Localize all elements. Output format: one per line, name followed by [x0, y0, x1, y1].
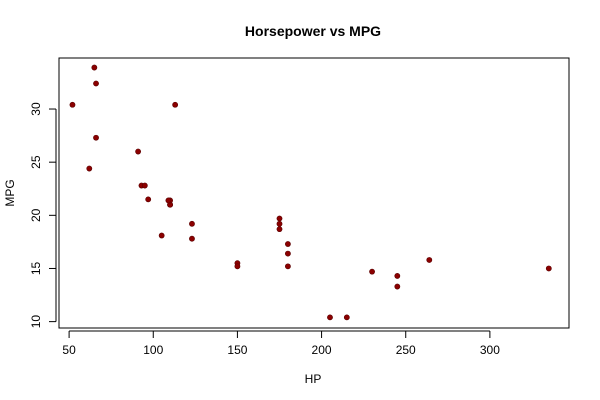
data-point	[93, 134, 99, 141]
plot-frame	[58, 57, 570, 329]
data-point	[189, 235, 195, 242]
data-point	[141, 182, 148, 189]
data-point	[91, 64, 98, 71]
data-point	[276, 220, 283, 227]
data-point	[135, 148, 142, 155]
data-point	[285, 241, 291, 247]
data-points	[69, 64, 552, 321]
data-point	[69, 101, 76, 108]
data-point	[158, 232, 165, 239]
y-axis-label: MPG	[3, 179, 17, 206]
data-point	[343, 314, 350, 321]
data-point	[285, 263, 291, 270]
x-tick-label: 50	[62, 343, 76, 357]
y-tick-label: 30	[29, 102, 43, 116]
x-tick-label: 200	[312, 343, 332, 357]
data-point	[86, 165, 93, 172]
y-tick-label: 15	[29, 261, 43, 275]
data-point	[285, 250, 291, 257]
y-tick-label: 20	[29, 208, 43, 222]
x-axis-label: HP	[305, 372, 322, 386]
data-point	[145, 196, 152, 203]
data-point	[327, 314, 333, 321]
y-axis: 10 15 20 25 30	[29, 102, 57, 329]
y-tick-label: 10	[29, 315, 43, 329]
x-tick-label: 250	[396, 343, 416, 357]
data-point	[276, 226, 283, 233]
data-point	[276, 215, 283, 222]
data-point	[426, 257, 433, 263]
y-tick-label: 25	[29, 155, 43, 169]
data-point	[394, 283, 401, 290]
data-point	[93, 80, 99, 87]
data-point	[394, 273, 401, 279]
chart-title: Horsepower vs MPG	[245, 23, 381, 39]
x-axis: 50 100 150 200 250 300	[62, 330, 500, 357]
data-point	[545, 265, 552, 272]
data-point	[189, 220, 195, 227]
x-tick-label: 300	[480, 343, 500, 357]
data-point	[234, 263, 241, 270]
x-tick-label: 150	[227, 343, 247, 357]
x-tick-label: 100	[143, 343, 163, 357]
data-point	[165, 197, 172, 204]
data-point	[369, 268, 375, 275]
data-point	[172, 101, 179, 108]
